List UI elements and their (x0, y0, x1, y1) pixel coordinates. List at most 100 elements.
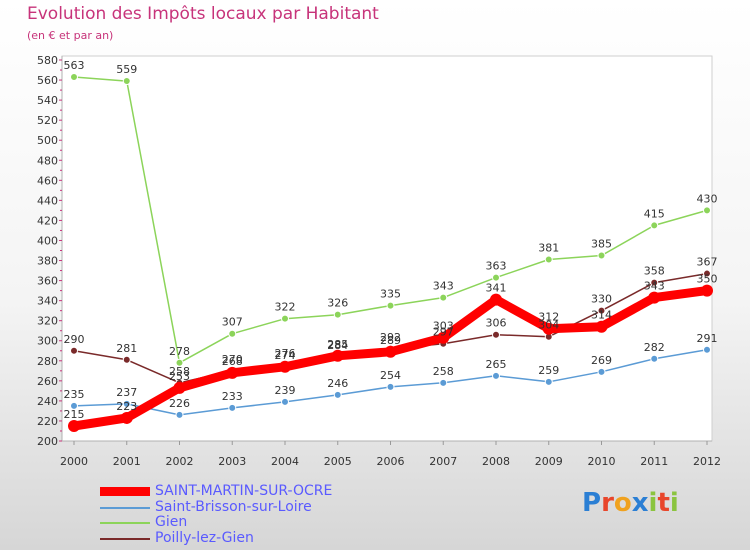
data-point (386, 301, 395, 310)
plot-area (61, 55, 713, 442)
data-point (437, 331, 450, 344)
data-label: 381 (538, 242, 559, 255)
y-tick-label: 540 (37, 94, 58, 107)
data-point (70, 73, 78, 82)
data-label: 343 (433, 280, 454, 293)
data-point (650, 221, 659, 230)
data-label: 285 (327, 338, 348, 351)
data-point (648, 291, 661, 304)
legend-swatch-saint-brisson (100, 506, 150, 509)
legend-swatch-saint-martin (100, 487, 150, 496)
data-point (650, 354, 659, 363)
data-point (490, 293, 502, 306)
x-tick-label: 2001 (113, 455, 141, 468)
data-label: 235 (64, 388, 85, 401)
data-label: 254 (380, 369, 401, 382)
data-label: 330 (591, 293, 612, 306)
data-label: 335 (380, 288, 401, 301)
data-point (173, 381, 186, 394)
data-label: 363 (486, 260, 507, 273)
data-label: 415 (644, 207, 665, 220)
data-label: 312 (538, 311, 559, 324)
y-tick-label: 360 (37, 275, 58, 288)
data-label: 215 (64, 408, 85, 421)
legend-label-poilly: Poilly-lez-Gien (155, 529, 254, 546)
data-point (281, 314, 289, 323)
logo-letter: t (657, 488, 670, 518)
data-label: 223 (116, 400, 137, 413)
data-point (228, 403, 237, 412)
data-point (281, 397, 289, 406)
data-point (703, 206, 711, 215)
data-point (597, 306, 606, 315)
data-point (175, 358, 184, 367)
y-tick-label: 400 (37, 234, 58, 247)
data-point (333, 310, 342, 319)
data-label: 269 (591, 354, 612, 367)
data-point (228, 329, 237, 338)
data-point (384, 345, 397, 358)
data-label: 274 (275, 349, 296, 362)
data-point (703, 269, 711, 278)
x-tick-label: 2012 (693, 455, 721, 468)
data-label: 297 (433, 326, 454, 339)
data-point (68, 419, 80, 432)
data-label: 289 (380, 334, 401, 347)
x-tick-label: 2010 (588, 455, 616, 468)
data-point (492, 371, 500, 380)
x-tick-label: 2007 (429, 455, 457, 468)
data-point (492, 330, 500, 339)
y-tick-label: 200 (37, 435, 58, 448)
data-label: 259 (538, 364, 559, 377)
legend-label-saint-brisson: Saint-Brisson-sur-Loire (155, 498, 312, 515)
data-point (386, 382, 395, 391)
data-point (492, 273, 500, 282)
data-label: 341 (486, 282, 507, 295)
data-label: 268 (222, 355, 243, 368)
x-tick-label: 2002 (166, 455, 194, 468)
y-tick-label: 440 (37, 194, 58, 207)
logo-letter: i (648, 488, 658, 518)
logo-letter: P (582, 488, 602, 518)
data-label: 226 (169, 397, 190, 410)
data-point (70, 346, 78, 355)
data-point (703, 345, 711, 354)
proxiti-logo: Proxiti (582, 488, 679, 518)
y-tick-label: 460 (37, 174, 58, 187)
x-tick-label: 2005 (324, 455, 352, 468)
data-point (597, 251, 606, 260)
data-label: 291 (697, 332, 718, 345)
y-tick-label: 420 (37, 214, 58, 227)
data-label: 385 (591, 238, 612, 251)
logo-letter: i (669, 488, 679, 518)
data-point (542, 322, 555, 335)
y-tick-label: 580 (37, 54, 58, 67)
legend-label-gien: Gien (155, 514, 188, 530)
data-point (544, 255, 553, 264)
data-label: 239 (275, 384, 296, 397)
x-tick-label: 2000 (60, 455, 88, 468)
data-label: 343 (644, 280, 665, 293)
legend-label-saint-martin: SAINT-MARTIN-SUR-OCRE (155, 483, 333, 499)
data-label: 290 (64, 333, 85, 346)
y-tick-label: 380 (37, 255, 58, 268)
y-tick-label: 260 (37, 375, 58, 388)
data-label: 258 (169, 365, 190, 378)
data-point (122, 399, 131, 408)
data-point (650, 278, 659, 287)
data-label: 281 (116, 342, 137, 355)
logo-letter: o (613, 488, 632, 518)
data-label: 278 (169, 345, 190, 358)
data-label: 559 (116, 63, 137, 76)
data-label: 430 (697, 192, 718, 205)
x-tick-label: 2008 (482, 455, 510, 468)
data-label: 233 (222, 390, 243, 403)
data-label: 284 (327, 339, 348, 352)
data-label: 307 (222, 316, 243, 329)
data-point (70, 401, 78, 410)
data-label: 350 (697, 273, 718, 286)
legend-swatch-gien (100, 522, 150, 524)
x-tick-label: 2006 (377, 455, 405, 468)
legend-swatch-poilly (100, 537, 150, 540)
